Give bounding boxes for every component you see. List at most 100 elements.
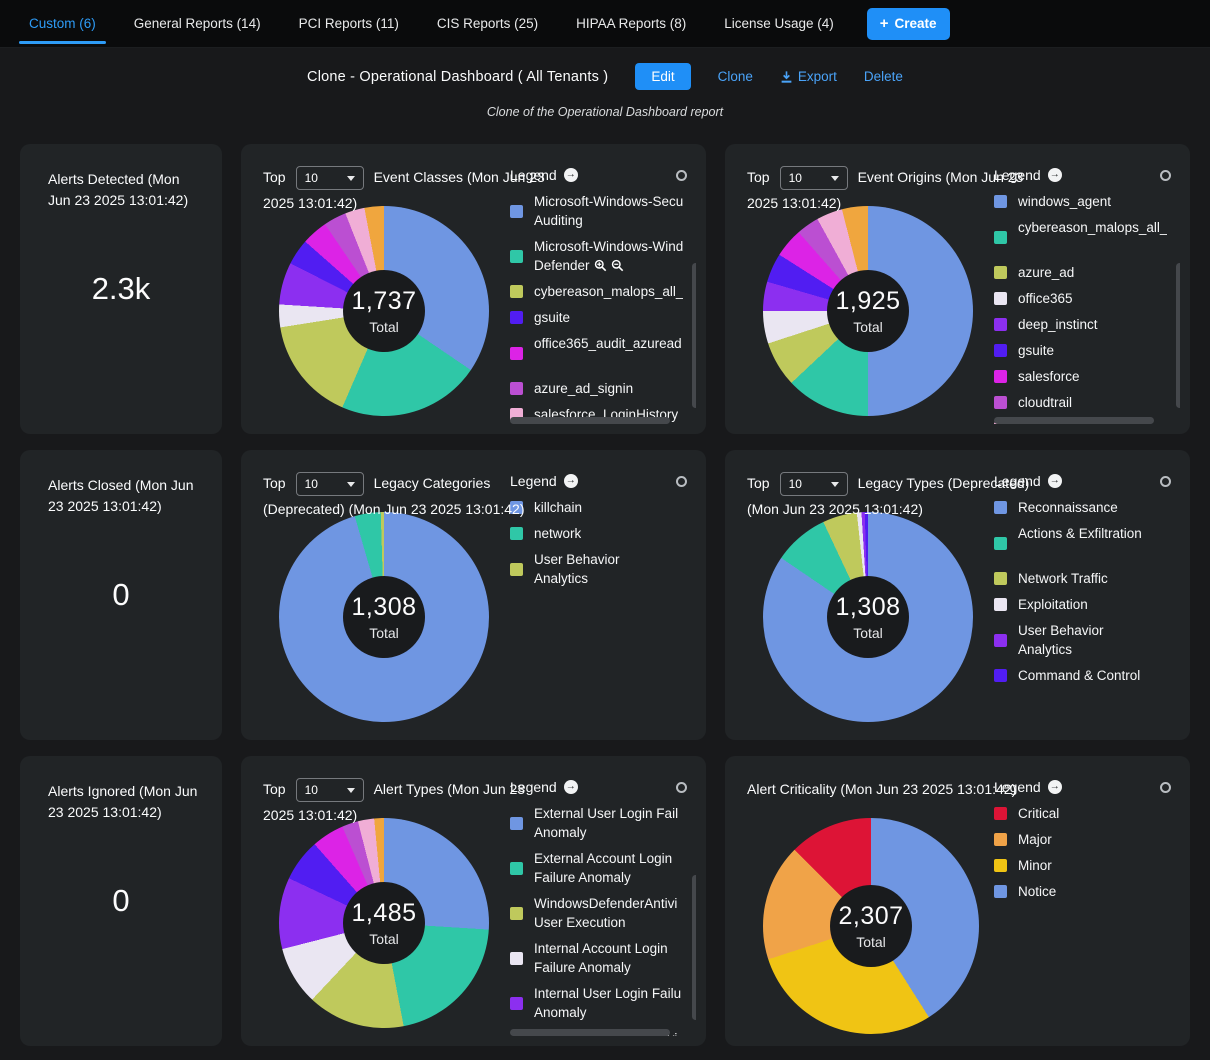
legend-horizontal-scrollbar[interactable]: [510, 417, 670, 424]
top-count-dropdown[interactable]: 10: [295, 472, 364, 497]
legend-horizontal-scrollbar[interactable]: [510, 1029, 670, 1036]
legend-label: gsuite: [1018, 341, 1054, 360]
legend-item[interactable]: network: [510, 524, 696, 543]
legend-label-line: [1018, 543, 1142, 562]
legend-swatch: [994, 344, 1007, 357]
legend-loader-icon[interactable]: [676, 475, 687, 487]
legend-label: killchain: [534, 498, 582, 517]
legend-item[interactable]: salesforce: [994, 367, 1180, 386]
legend-expand-icon[interactable]: [1047, 780, 1062, 794]
legend-label-text: Exploitation: [1018, 597, 1088, 612]
top-count-dropdown[interactable]: 10: [779, 472, 848, 497]
legend-item[interactable]: gsuite: [510, 308, 696, 327]
legend-item[interactable]: cloudtrail: [994, 393, 1180, 412]
legend-item[interactable]: Network Traffic: [994, 569, 1180, 588]
donut-chart[interactable]: 1,737 Total: [279, 206, 489, 416]
legend-item[interactable]: windows_agent: [994, 192, 1180, 211]
legend-item[interactable]: Command & Control: [994, 666, 1180, 685]
legend-item[interactable]: deep_instinct: [994, 315, 1180, 334]
legend-label-line: User Execution: [534, 913, 677, 932]
delete-button[interactable]: Delete: [863, 69, 903, 84]
legend-item[interactable]: Notice: [994, 882, 1180, 901]
legend-header: Legend: [510, 473, 696, 489]
clone-button[interactable]: Clone: [717, 69, 753, 84]
tab-cis-reports-25[interactable]: CIS Reports (25): [436, 15, 539, 31]
legend-swatch: [510, 249, 523, 263]
legend-label: Microsoft-Windows-Secu Auditing: [534, 192, 683, 230]
donut-chart[interactable]: 2,307 Total: [763, 818, 979, 1034]
edit-button[interactable]: Edit: [635, 63, 691, 90]
top-count-value: 10: [304, 477, 318, 492]
legend-item[interactable]: Minor: [994, 856, 1180, 875]
export-button[interactable]: Export: [780, 69, 837, 84]
legend-item[interactable]: WindowsDefenderAntivi User Execution: [510, 894, 696, 932]
legend-label-text: External Account Login: [534, 851, 673, 866]
legend-item[interactable]: Reconnaissance: [994, 498, 1180, 517]
legend-item[interactable]: Critical: [994, 804, 1180, 823]
legend-label-text: Anomaly: [534, 825, 587, 840]
legend-label-line: Anomaly: [534, 1003, 681, 1022]
top-count-dropdown[interactable]: 10: [295, 778, 364, 803]
tab-custom-6[interactable]: Custom (6): [10, 1, 115, 47]
tab-license-usage-4[interactable]: License Usage (4): [724, 15, 834, 31]
legend-item[interactable]: gsuite: [994, 341, 1180, 360]
card-title: Top 10 Legacy Categories (Deprecated) (Mon…: [263, 470, 558, 522]
chevron-down-icon: [830, 481, 839, 487]
legend-loader-icon[interactable]: [1160, 781, 1171, 793]
legend-label-text: Failure Anomaly: [534, 870, 631, 885]
zoom-out-icon[interactable]: [611, 259, 624, 272]
top-count-dropdown[interactable]: 10: [295, 166, 364, 191]
legend-loader-icon[interactable]: [676, 169, 687, 181]
legend-item[interactable]: cybereason_malops_all_: [994, 218, 1180, 256]
top-count-value: 10: [788, 477, 802, 492]
legend-item[interactable]: office365: [994, 289, 1180, 308]
top-count-dropdown[interactable]: 10: [779, 166, 848, 191]
legend-item[interactable]: Internal Account Login Failure Anomaly: [510, 939, 696, 977]
legend-vertical-scrollbar[interactable]: [1176, 263, 1180, 408]
legend-item[interactable]: azure_ad_signin: [510, 379, 696, 398]
tab-pci-reports-11[interactable]: PCI Reports (11): [298, 15, 399, 31]
legend-item[interactable]: Internal User Login Failu Anomaly: [510, 984, 696, 1022]
legend-horizontal-scrollbar[interactable]: [994, 417, 1154, 424]
legend-swatch: [510, 906, 523, 920]
legend-loader-icon[interactable]: [676, 781, 687, 793]
legend-item[interactable]: External Account Login Failure Anomaly: [510, 849, 696, 887]
legend-item[interactable]: External User Login Fail Anomaly: [510, 804, 696, 842]
legend-expand-icon[interactable]: [563, 474, 578, 488]
donut-chart[interactable]: 1,308 Total: [279, 512, 489, 722]
legend-item[interactable]: Microsoft-Windows-Wind Defender: [510, 237, 696, 275]
legend-item[interactable]: User Behavior Analytics: [510, 550, 696, 588]
donut-chart[interactable]: 1,485 Total: [279, 818, 489, 1028]
legend-item[interactable]: office365_audit_azuread: [510, 334, 696, 372]
legend-item[interactable]: Major: [994, 830, 1180, 849]
legend-item[interactable]: User Behavior Analytics: [994, 621, 1180, 659]
legend-vertical-scrollbar[interactable]: [692, 875, 696, 1020]
legend-expand-icon[interactable]: [563, 780, 578, 794]
donut-chart[interactable]: 1,308 Total: [763, 512, 973, 722]
legend-loader-icon[interactable]: [1160, 475, 1171, 487]
legend-item[interactable]: Actions & Exfiltration: [994, 524, 1180, 562]
legend-swatch: [994, 370, 1007, 383]
legend-swatch: [994, 633, 1007, 647]
legend-vertical-scrollbar[interactable]: [692, 263, 696, 408]
legend-item[interactable]: killchain: [510, 498, 696, 517]
create-button[interactable]: + Create: [866, 7, 950, 40]
legend-loader-icon[interactable]: [1160, 169, 1171, 181]
tab-bar: Custom (6) General Reports (14) PCI Report…: [0, 0, 1210, 48]
legend-item[interactable]: azure_ad: [994, 263, 1180, 282]
legend-item[interactable]: cybereason_malops_all_: [510, 282, 696, 301]
legend-expand-icon[interactable]: [1047, 474, 1062, 488]
legend-label-line: Command & Control: [1018, 666, 1140, 685]
donut-chart[interactable]: 1,925 Total: [763, 206, 973, 416]
legend-label: WindowsDefenderAntivi User Execution: [534, 894, 677, 932]
legend-expand-icon[interactable]: [1047, 168, 1062, 182]
legend-expand-icon[interactable]: [563, 168, 578, 182]
legend-label-text: Auditing: [534, 213, 583, 228]
tab-hipaa-reports-8[interactable]: HIPAA Reports (8): [576, 15, 687, 31]
tab-list: Custom (6) General Reports (14) PCI Report…: [10, 0, 853, 47]
chart-title-text: Event Origins (Mon Jun 23 2025 13:01:42): [747, 169, 1024, 212]
legend-item[interactable]: Microsoft-Windows-Secu Auditing: [510, 192, 696, 230]
tab-general-reports-14[interactable]: General Reports (14): [133, 15, 261, 31]
legend-item[interactable]: Exploitation: [994, 595, 1180, 614]
zoom-in-icon[interactable]: [594, 259, 607, 272]
